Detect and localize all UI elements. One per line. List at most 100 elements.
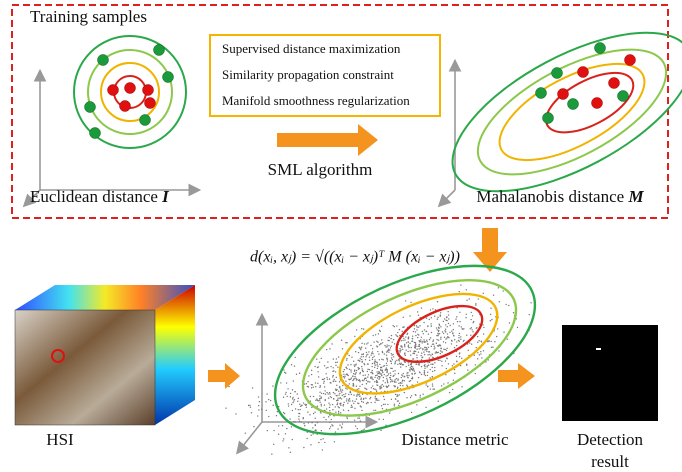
point <box>436 351 437 352</box>
point <box>432 343 433 344</box>
detection-label: result <box>591 452 629 471</box>
point <box>436 335 437 336</box>
point <box>324 381 325 382</box>
point <box>412 338 413 339</box>
point <box>407 375 408 376</box>
point <box>380 367 381 368</box>
point <box>392 325 393 326</box>
point <box>430 309 431 310</box>
point <box>366 383 367 384</box>
point <box>415 395 416 396</box>
point <box>361 343 362 344</box>
point <box>319 362 320 363</box>
point <box>357 389 358 390</box>
point <box>331 343 332 344</box>
point <box>440 338 441 339</box>
point <box>453 363 454 364</box>
point <box>319 387 320 388</box>
point <box>448 363 449 364</box>
point <box>429 339 430 340</box>
point <box>335 431 336 432</box>
point <box>399 360 400 361</box>
point <box>354 419 355 420</box>
point <box>475 364 476 365</box>
point <box>374 377 375 378</box>
point <box>293 421 294 422</box>
point <box>416 355 417 356</box>
point <box>430 388 431 389</box>
point <box>447 333 448 334</box>
point <box>332 367 333 368</box>
point <box>499 301 500 302</box>
point <box>438 327 439 328</box>
point <box>399 348 400 349</box>
point <box>373 335 374 336</box>
point <box>292 439 293 440</box>
point <box>351 356 352 357</box>
point <box>293 380 294 381</box>
point <box>285 433 286 434</box>
point <box>410 380 411 381</box>
point <box>412 335 413 336</box>
point <box>338 356 339 357</box>
point <box>394 326 395 327</box>
point <box>401 346 402 347</box>
point <box>498 350 499 351</box>
point <box>334 379 335 380</box>
point <box>377 373 378 374</box>
point <box>282 425 283 426</box>
point <box>297 393 298 394</box>
point <box>286 428 287 429</box>
point <box>421 337 422 338</box>
point <box>329 393 330 394</box>
point <box>461 358 462 359</box>
point <box>383 365 384 366</box>
point <box>378 378 379 379</box>
point <box>397 380 398 381</box>
point <box>408 345 409 346</box>
point <box>388 348 389 349</box>
point <box>408 338 409 339</box>
point <box>351 405 352 406</box>
point <box>471 327 472 328</box>
point <box>423 339 424 340</box>
point <box>364 343 365 344</box>
point <box>330 382 331 383</box>
point <box>382 372 383 373</box>
point <box>430 364 431 365</box>
point <box>340 389 341 390</box>
point <box>431 332 432 333</box>
point <box>345 381 346 382</box>
point <box>329 348 330 349</box>
point <box>377 346 378 347</box>
point <box>362 361 363 362</box>
point <box>395 399 396 400</box>
point <box>253 426 254 427</box>
point <box>398 400 399 401</box>
point <box>355 426 356 427</box>
contour <box>325 273 511 414</box>
point <box>283 412 284 413</box>
point <box>426 331 427 332</box>
point <box>287 388 288 389</box>
point <box>335 406 336 407</box>
point <box>379 388 380 389</box>
point <box>310 396 311 397</box>
point <box>319 395 320 396</box>
point <box>371 402 372 403</box>
point <box>290 396 291 397</box>
point <box>387 360 388 361</box>
point <box>291 364 292 365</box>
point <box>363 356 364 357</box>
point <box>420 339 421 340</box>
point <box>367 363 368 364</box>
point <box>288 447 289 448</box>
point <box>285 392 286 393</box>
point <box>529 314 530 315</box>
point <box>350 371 351 372</box>
point <box>292 389 293 390</box>
point <box>394 405 395 406</box>
point <box>338 411 339 412</box>
point <box>248 405 249 406</box>
point <box>359 348 360 349</box>
